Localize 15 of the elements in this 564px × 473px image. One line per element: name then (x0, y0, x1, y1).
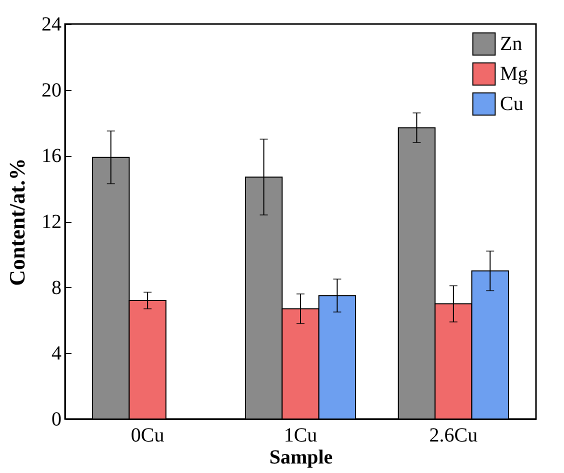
y-tick-label: 0 (52, 408, 62, 430)
y-tick-label: 4 (52, 342, 62, 365)
y-tick-label: 20 (42, 79, 62, 102)
x-tick-label: 1Cu (284, 424, 318, 446)
y-tick-label: 8 (52, 276, 62, 299)
x-axis-title: Sample (269, 446, 333, 468)
y-tick-label: 12 (42, 211, 62, 233)
y-axis-title: Content/at.% (4, 158, 30, 286)
legend-label: Cu (500, 93, 524, 115)
y-tick-label: 24 (42, 14, 62, 36)
legend-label: Mg (500, 63, 528, 85)
legend-label: Zn (500, 33, 522, 55)
x-tick-label: 0Cu (130, 424, 164, 446)
x-tick-label: 2.6Cu (429, 424, 478, 446)
y-tick-label: 16 (42, 145, 62, 168)
